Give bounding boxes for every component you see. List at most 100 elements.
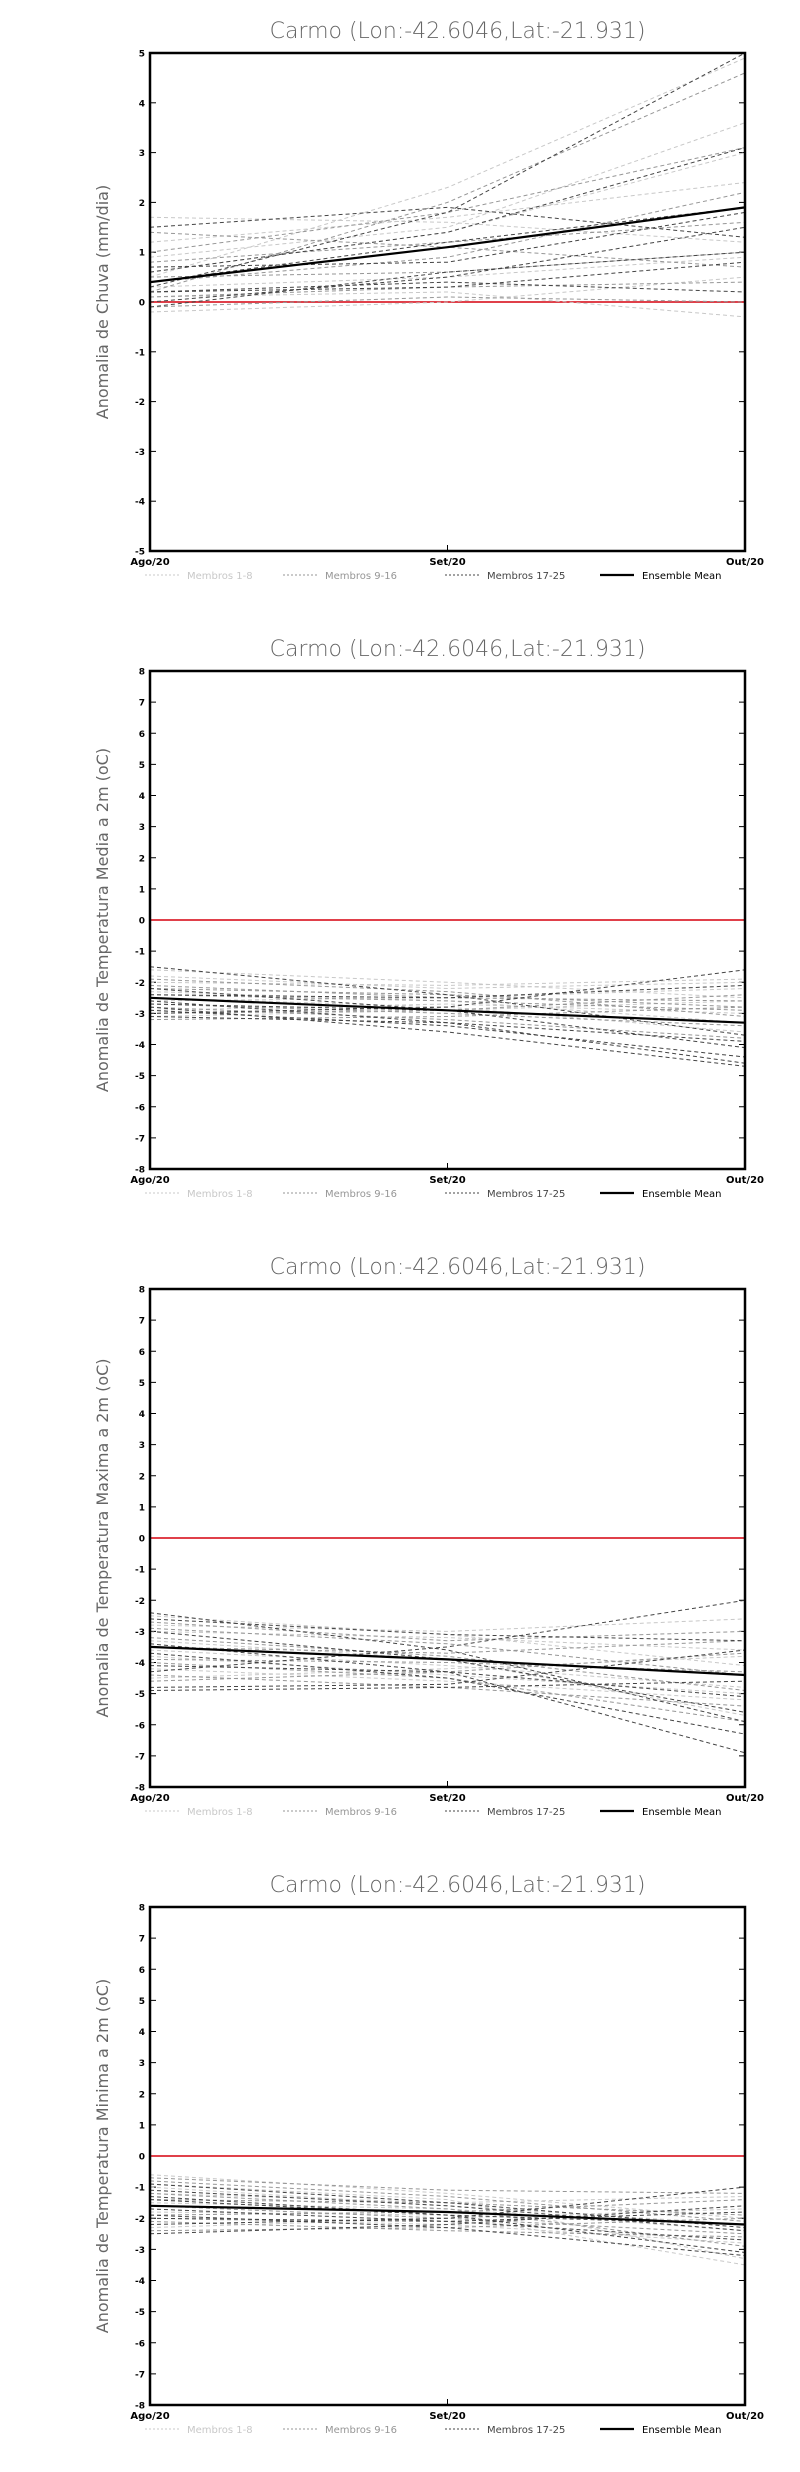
series-line-membros-17-25 xyxy=(149,281,746,293)
series-line-membros-17-25 xyxy=(149,52,746,288)
legend-label: Ensemble Mean xyxy=(642,1189,721,1200)
x-tick-label: Out/20 xyxy=(726,557,764,568)
y-tick-label: -3 xyxy=(135,1628,145,1638)
chart-svg-temperatura-minima: Carmo (Lon:-42.6046,Lat:-21.931) Anomalia… xyxy=(93,1873,764,2436)
legend-label: Membros 17-25 xyxy=(487,1189,565,1200)
chart-panel-chuva: Carmo (Lon:-42.6046,Lat:-21.931) Anomalia… xyxy=(0,0,800,618)
y-tick-label: -1 xyxy=(135,948,145,958)
series-line-membros-1-8 xyxy=(149,182,746,243)
series-line-membros-9-16 xyxy=(149,2177,746,2194)
y-tick-label: -2 xyxy=(135,398,145,408)
series-line-membros-17-25 xyxy=(149,261,746,293)
series-line-membros-9-16 xyxy=(149,147,746,253)
y-tick-label: 3 xyxy=(139,823,145,833)
legend-label: Membros 17-25 xyxy=(487,1807,565,1818)
y-tick-label: 6 xyxy=(139,1348,145,1358)
legend-label: Membros 17-25 xyxy=(487,571,565,582)
legend-label: Membros 1-8 xyxy=(187,1189,253,1200)
y-tick-label: -8 xyxy=(135,1166,145,1176)
y-axis-label: Anomalia de Temperatura Minima a 2m (oC) xyxy=(93,1979,112,2333)
series-line-membros-17-25 xyxy=(149,147,746,273)
y-tick-label: -3 xyxy=(135,448,145,458)
y-tick-label: 4 xyxy=(139,792,145,802)
series-line-membros-17-25 xyxy=(149,984,746,999)
series-line-membros-17-25 xyxy=(149,206,746,283)
x-tick-label: Ago/20 xyxy=(130,1175,169,1186)
legend-label: Ensemble Mean xyxy=(642,1807,721,1818)
y-tick-label: 2 xyxy=(139,1472,145,1482)
x-tick-label: Out/20 xyxy=(726,1175,764,1186)
y-tick-label: -1 xyxy=(135,1566,145,1576)
legend-label: Membros 9-16 xyxy=(325,1189,397,1200)
series-line-membros-9-16 xyxy=(149,1621,746,1642)
chart-title: Carmo (Lon:-42.6046,Lat:-21.931) xyxy=(270,637,646,662)
series-line-membros-9-16 xyxy=(149,296,746,308)
legend-label: Membros 1-8 xyxy=(187,2425,253,2436)
series-line-membros-9-16 xyxy=(149,2199,746,2216)
y-tick-label: 2 xyxy=(139,2090,145,2100)
plot-frame xyxy=(148,51,747,553)
y-tick-label: -8 xyxy=(135,1784,145,1794)
x-tick-label: Set/20 xyxy=(429,2411,465,2422)
chart-title: Carmo (Lon:-42.6046,Lat:-21.931) xyxy=(270,19,646,44)
series-line-membros-17-25 xyxy=(149,1680,746,1691)
y-tick-label: 4 xyxy=(139,1410,145,1420)
series-line-membros-9-16 xyxy=(149,2220,746,2238)
legend-label: Membros 1-8 xyxy=(187,571,253,582)
series-line-membros-9-16 xyxy=(149,1003,746,1027)
x-tick-label: Set/20 xyxy=(429,1793,465,1804)
series-line-membros-17-25 xyxy=(149,2205,746,2235)
series-line-membros-1-8 xyxy=(149,2192,746,2204)
series-line-membros-17-25 xyxy=(149,2211,746,2222)
series-line-membros-17-25 xyxy=(149,1016,746,1042)
series-line-membros-9-16 xyxy=(149,2180,746,2222)
series-line-membros-17-25 xyxy=(149,966,746,1036)
ensemble-mean-line xyxy=(149,996,746,1024)
series-line-membros-9-16 xyxy=(149,1658,746,1673)
x-tick-label: Ago/20 xyxy=(130,1793,169,1804)
series-line-membros-9-16 xyxy=(149,1640,746,1654)
y-axis-label: Anomalia de Chuva (mm/dia) xyxy=(93,185,112,419)
y-axis-label: Anomalia de Temperatura Maxima a 2m (oC) xyxy=(93,1358,112,1717)
series-line-membros-9-16 xyxy=(149,191,746,283)
series-line-membros-17-25 xyxy=(149,1612,746,1723)
chart-title: Carmo (Lon:-42.6046,Lat:-21.931) xyxy=(270,1873,646,1898)
y-tick-label: -6 xyxy=(135,1721,145,1731)
y-tick-label: 5 xyxy=(139,1379,145,1389)
y-tick-label: 8 xyxy=(139,1286,145,1296)
y-tick-label: 6 xyxy=(139,730,145,740)
series-line-membros-1-8 xyxy=(149,291,746,318)
legend-label: Membros 9-16 xyxy=(325,1807,397,1818)
x-tick-label: Ago/20 xyxy=(130,2411,169,2422)
series-line-membros-9-16 xyxy=(149,251,746,278)
legend-label: Ensemble Mean xyxy=(642,571,721,582)
x-tick-label: Ago/20 xyxy=(130,557,169,568)
series-line-membros-17-25 xyxy=(149,1009,746,1058)
legend-label: Ensemble Mean xyxy=(642,2425,721,2436)
series-line-membros-9-16 xyxy=(149,1652,746,1682)
series-line-membros-1-8 xyxy=(149,975,746,990)
ensemble-mean-line xyxy=(149,2204,746,2226)
chart-panel-temperatura-minima: Carmo (Lon:-42.6046,Lat:-21.931) Anomalia… xyxy=(0,1854,800,2472)
series-line-membros-1-8 xyxy=(149,2186,746,2225)
series-line-membros-17-25 xyxy=(149,1652,746,1735)
y-tick-label: -4 xyxy=(135,2277,145,2287)
y-tick-label: -2 xyxy=(135,979,145,989)
y-tick-label: 1 xyxy=(139,249,145,259)
y-tick-label: 8 xyxy=(139,1904,145,1914)
series-line-membros-9-16 xyxy=(149,994,746,1011)
x-tick-label: Out/20 xyxy=(726,2411,764,2422)
y-tick-label: 0 xyxy=(139,2153,145,2163)
plot-frame xyxy=(148,1287,747,1789)
chart-svg-temperatura-media: Carmo (Lon:-42.6046,Lat:-21.931) Anomalia… xyxy=(93,637,764,1200)
series-line-membros-1-8 xyxy=(149,216,746,243)
y-tick-label: 2 xyxy=(139,199,145,209)
y-tick-label: 6 xyxy=(139,1966,145,1976)
y-tick-label: 5 xyxy=(139,761,145,771)
ensemble-mean-line xyxy=(149,206,746,284)
series-line-membros-1-8 xyxy=(149,256,746,288)
series-line-membros-9-16 xyxy=(149,72,746,293)
y-tick-label: -5 xyxy=(135,2308,145,2318)
y-tick-label: -2 xyxy=(135,1597,145,1607)
series-line-membros-17-25 xyxy=(149,1000,746,1064)
